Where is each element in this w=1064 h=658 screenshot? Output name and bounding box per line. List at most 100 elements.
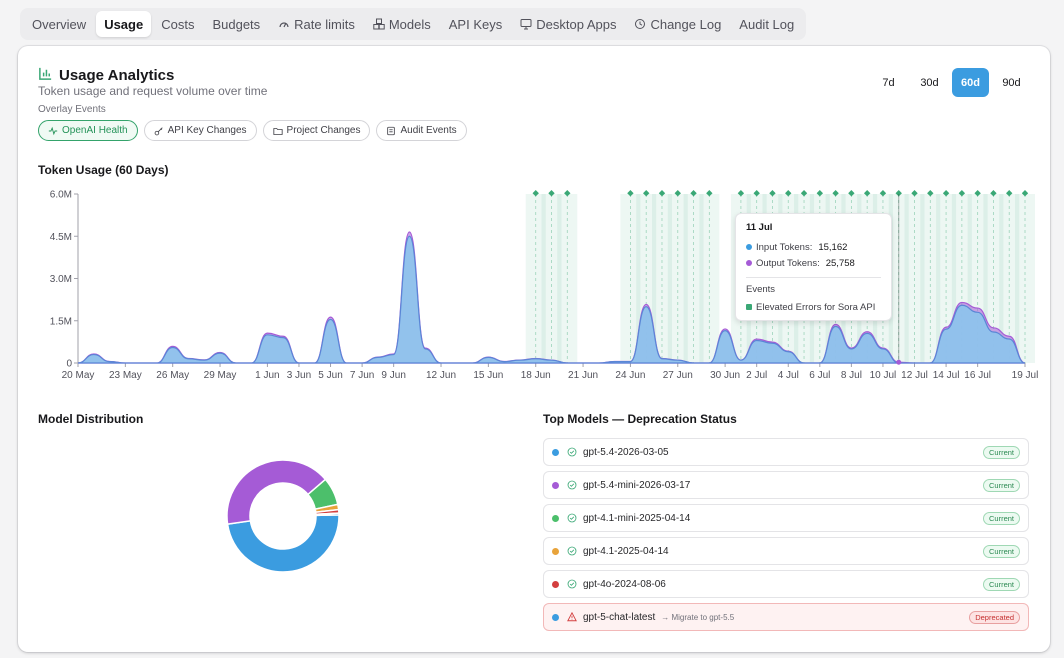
event-marker[interactable] <box>548 190 555 197</box>
event-marker[interactable] <box>879 190 887 197</box>
event-marker[interactable] <box>564 190 571 197</box>
model-row[interactable]: gpt-4o-2024-08-06 Current <box>543 570 1029 598</box>
x-tick-label: 6 Jul <box>809 370 830 381</box>
page-title: Usage Analytics <box>59 67 175 84</box>
token-usage-chart[interactable]: 0 1.5M 3.0M 4.5M 6.0M 20 May 23 May 26 May 29 Ma… <box>18 176 1050 386</box>
event-band <box>699 194 720 363</box>
cubes-icon <box>373 18 385 30</box>
event-marker[interactable] <box>532 190 539 197</box>
event-marker[interactable] <box>690 190 697 197</box>
tooltip-event-row: Elevated Errors for Sora API <box>746 299 881 315</box>
input-dot <box>746 244 752 250</box>
gauge-icon <box>278 18 290 30</box>
donut-slice[interactable] <box>226 514 340 573</box>
donut-slice[interactable] <box>315 512 340 517</box>
tooltip-events-label: Events <box>746 284 776 295</box>
event-marker[interactable] <box>927 190 934 197</box>
range-90d-button[interactable]: 90d <box>1002 76 1021 89</box>
event-marker[interactable] <box>990 190 997 197</box>
tooltip-output-row: Output Tokens: 25,758 <box>746 255 881 271</box>
x-tick-label: 5 Jun <box>318 370 342 381</box>
tab-label: API Keys <box>448 16 503 32</box>
event-marker[interactable] <box>863 190 871 197</box>
nav-tabs: Overview Usage Costs Budgets Rate limits Mode… <box>20 8 807 40</box>
x-tick-label: 3 Jun <box>287 370 311 381</box>
event-marker[interactable] <box>658 190 666 197</box>
y-tick-label: 1.5M <box>50 316 72 327</box>
event-marker[interactable] <box>974 190 981 197</box>
model-row[interactable]: gpt-5-chat-latest → Migrate to gpt-5.5 Dep… <box>543 603 1029 631</box>
event-marker[interactable] <box>911 190 918 197</box>
chip-openai-health[interactable]: OpenAI Health <box>38 120 138 141</box>
model-color-dot <box>552 547 559 555</box>
event-marker[interactable] <box>958 190 966 197</box>
tab-costs[interactable]: Costs <box>153 11 202 37</box>
tab-models[interactable]: Models <box>365 11 439 37</box>
event-marker[interactable] <box>848 190 855 197</box>
page-subtitle: Token usage and request volume over time <box>38 84 268 98</box>
model-row[interactable]: gpt-5.4-mini-2026-03-17 Current <box>543 471 1029 499</box>
tab-usage[interactable]: Usage <box>96 11 152 37</box>
model-color-dot <box>552 514 559 522</box>
event-marker[interactable] <box>627 190 634 197</box>
tab-budgets[interactable]: Budgets <box>204 11 268 37</box>
status-badge: Current <box>982 478 1020 492</box>
donut-slice[interactable] <box>226 459 327 526</box>
range-7d-button[interactable]: 7d <box>882 76 895 89</box>
model-row[interactable]: gpt-4.1-mini-2025-04-14 Current <box>543 504 1029 532</box>
x-tick-label: 24 Jun <box>615 370 645 381</box>
bar-chart-icon <box>38 66 53 85</box>
event-marker[interactable] <box>1006 190 1013 197</box>
event-dot <box>746 304 752 310</box>
tab-label: Change Log <box>650 16 722 32</box>
event-marker[interactable] <box>785 190 792 197</box>
tab-audit-log[interactable]: Audit Log <box>731 11 802 37</box>
x-tick-label: 14 Jul <box>933 370 960 381</box>
check-circle-icon <box>567 513 577 523</box>
model-row[interactable]: gpt-4.1-2025-04-14 Current <box>543 537 1029 565</box>
tab-desktop-apps[interactable]: Desktop Apps <box>512 11 624 37</box>
event-marker[interactable] <box>706 190 713 197</box>
event-marker[interactable] <box>674 190 681 197</box>
pulse-icon <box>48 126 58 136</box>
section-header: Usage Analytics <box>38 66 174 85</box>
tab-rate-limits[interactable]: Rate limits <box>270 11 363 37</box>
event-marker[interactable] <box>800 190 808 197</box>
overlay-events-label: Overlay Events <box>38 104 106 115</box>
x-tick-label: 12 Jun <box>426 370 456 381</box>
tab-api-keys[interactable]: API Keys <box>441 11 510 37</box>
event-marker[interactable] <box>1021 190 1029 197</box>
event-band <box>651 194 672 363</box>
chip-audit-events[interactable]: Audit Events <box>376 120 467 141</box>
event-marker[interactable] <box>769 190 776 197</box>
history-icon <box>634 18 646 30</box>
event-band <box>888 194 909 363</box>
event-marker[interactable] <box>737 190 745 197</box>
tab-label: Models <box>388 16 431 32</box>
model-distribution-donut[interactable] <box>223 456 343 576</box>
tab-label: Budgets <box>212 16 261 32</box>
chip-label: OpenAI Health <box>62 125 128 136</box>
chip-project-changes[interactable]: Project Changes <box>262 120 371 141</box>
event-marker[interactable] <box>753 190 760 197</box>
event-marker[interactable] <box>942 190 950 197</box>
chart-tooltip: 11 Jul Input Tokens: 15,162 Output Token… <box>735 213 892 321</box>
event-band <box>936 194 957 363</box>
tab-change-log[interactable]: Change Log <box>626 11 729 37</box>
tooltip-output-value: 25,758 <box>825 257 855 269</box>
tab-overview[interactable]: Overview <box>24 11 94 37</box>
x-tick-label: 19 Jul <box>1012 370 1039 381</box>
tab-label: Desktop Apps <box>536 16 617 32</box>
event-marker[interactable] <box>832 190 839 197</box>
migration-note: → Migrate to gpt-5.5 <box>661 612 735 622</box>
model-row[interactable]: gpt-5.4-2026-03-05 Current <box>543 438 1029 466</box>
x-tick-label: 8 Jul <box>841 370 862 381</box>
model-color-dot <box>552 580 559 588</box>
event-marker[interactable] <box>816 190 824 197</box>
tooltip-input-label: Input Tokens: <box>756 241 813 253</box>
event-marker[interactable] <box>895 190 902 197</box>
event-marker[interactable] <box>643 190 650 197</box>
chip-api-key-changes[interactable]: API Key Changes <box>143 120 257 141</box>
range-30d-button[interactable]: 30d <box>920 76 939 89</box>
range-60d-button[interactable]: 60d <box>952 68 989 97</box>
